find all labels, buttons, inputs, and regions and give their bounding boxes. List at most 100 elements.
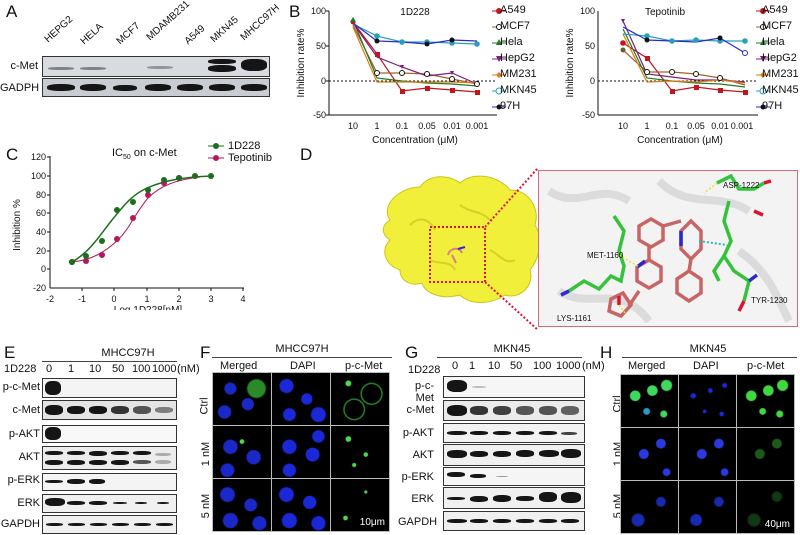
zoom-connector-lines [485,167,539,331]
svg-text:10: 10 [618,121,628,131]
image-5nm-p-c-met: 10μm [330,478,390,532]
svg-text:0.01: 0.01 [711,121,729,131]
binding-site-closeup: ASP-1222 MET-1160 TYR-1230 LYS-1161 [538,170,798,327]
blot-akt [42,446,177,470]
image-5nm-dapi [678,480,737,534]
svg-text:-2: -2 [46,294,54,304]
blot-erk [443,487,585,509]
legend-tepotinib [756,8,770,110]
panel-label-c: C [6,145,19,164]
row-label: p-c-Met [2,381,40,393]
row-label: p-ERK [7,474,40,486]
lane-label: HEPG2 [42,14,76,45]
row-label: 1 nM [200,441,213,467]
svg-text:0: 0 [111,294,116,304]
panel-label-g: G [405,343,419,362]
compound-label: 1D228 [4,363,37,375]
legend-label: 97H [762,100,783,112]
row-label: p-c-Met [415,380,434,404]
lane-label: MCF7 [114,20,143,47]
legend-label: Hela [500,36,523,48]
dose-label: 1 [68,363,75,375]
svg-text:Inhibition rate%: Inhibition rate% [565,28,576,97]
row-label: c-Met [406,404,435,416]
dose-label: 50 [112,363,125,375]
svg-text:20: 20 [36,246,46,256]
dose-label: 10 [89,363,102,375]
legend-label: 97H [500,100,521,112]
panel-label-b: B [289,2,301,21]
svg-text:Concentration (μM): Concentration (μM) [637,135,723,146]
svg-text:-50: -50 [582,110,595,120]
dose-label: 100 [132,363,151,375]
panel-label-e: E [4,343,16,362]
dose-label: 1000 [556,360,581,372]
lane-label: MKN45 [208,14,241,45]
chart-title-ic50: IC50 on c-Met [112,147,177,162]
svg-text:-20: -20 [33,283,46,293]
compound-label: 1D228 [408,364,441,376]
svg-text:Concentration (μM): Concentration (μM) [372,135,458,146]
lane-label: A549 [182,23,208,47]
row-label: ERK [411,493,434,505]
residue-label: MET-1160 [587,251,624,260]
blot-p-akt [443,423,585,443]
panel-label-a: A [6,2,18,21]
residue-label: TYR-1230 [751,296,788,305]
column-label: Merged [628,360,666,372]
panel-c-ic50-chart: 120 100 80 60 40 20 0 -20 -2 -1 0 1 2 3 4 Inhibition … [12,143,246,310]
svg-text:3: 3 [208,294,213,304]
svg-text:0.05: 0.05 [687,121,705,131]
residue-label: LYS-1161 [557,314,592,323]
blot-p-erk [443,467,585,486]
blot-c-met [42,56,270,77]
column-label: DAPI [693,360,719,372]
dose-label: 0 [452,360,459,372]
svg-text:40: 40 [36,227,46,237]
scale-bar-label: 10μm [359,517,385,528]
dose-label: 50 [510,360,523,372]
column-label: p-c-Met [345,360,383,372]
legend-label: MKN45 [762,84,799,96]
blot-gadph [42,78,270,97]
blot-p-c-met [42,378,177,398]
svg-text:100: 100 [580,6,595,16]
column-label: p-c-Met [747,360,785,372]
svg-text:1: 1 [374,121,379,131]
svg-text:100: 100 [31,171,46,181]
lane-label: HELA [78,21,106,47]
image-5nm-dapi [271,478,331,532]
panel-label-d: D [300,145,313,164]
svg-text:100: 100 [311,6,326,16]
row-label: AKT [412,449,434,461]
svg-text:120: 120 [31,152,46,162]
blot-gapdh [42,515,177,534]
row-label: c-Met [12,404,41,416]
svg-text:0.1: 0.1 [396,121,409,131]
row-label: GAPDH [398,516,438,528]
blot-akt [443,444,585,466]
cell-line-header: MKN45 [493,343,531,355]
svg-text:Log 1D228[nM]: Log 1D228[nM] [114,305,183,310]
row-label: p-AKT [8,428,40,440]
svg-text:0.05: 0.05 [418,121,436,131]
image-1nm-merged [212,425,272,479]
legend-label: Tepotinib [228,152,273,164]
unit-label: (nM) [177,363,200,375]
cell-line-header: MHCC97H [275,343,329,355]
legend-label: MKN45 [500,84,537,96]
dose-label: 0 [46,363,53,375]
svg-text:Inhibition rate%: Inhibition rate% [296,28,307,97]
legend-label: MCF7 [500,20,530,32]
row-label: GAPDH [0,518,40,530]
image-5nm-merged [212,478,272,532]
blot-c-met [443,400,585,421]
chart-1d228: 1D228 100 50 0 -50 10 1 0.1 0.05 0.01 0.001 Conc… [296,6,497,146]
svg-text:4: 4 [240,294,245,304]
cell-line-header: MKN45 [689,343,727,355]
svg-text:2: 2 [176,294,181,304]
svg-text:Inhibition %: Inhibition % [12,199,23,251]
row-label: GADPH [0,82,40,94]
legend-label: HepG2 [500,52,535,64]
